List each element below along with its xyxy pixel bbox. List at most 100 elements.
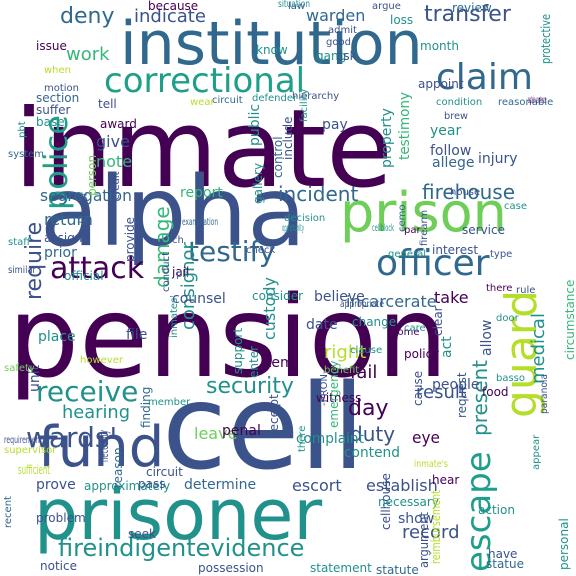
word-security: security [206, 374, 294, 399]
word-opportunity: opportunity [282, 223, 305, 234]
word-month: month [420, 39, 459, 53]
word-reason: reason [111, 447, 125, 488]
word-pron: -PRON- [319, 370, 330, 406]
word-problem: problem [36, 511, 86, 525]
word-credit: credit [111, 171, 122, 200]
word-type: type [490, 249, 513, 260]
word-care: care [404, 323, 426, 334]
word-receive: receive [36, 375, 139, 408]
word-transfer: transfer [424, 2, 511, 27]
word-date: date [306, 317, 338, 333]
word-appear: appear [531, 434, 542, 470]
word-inmate: inmate [14, 87, 393, 212]
word-examination: examination [182, 217, 218, 228]
word-good: good [326, 37, 351, 48]
word-motion: motion [44, 83, 80, 94]
word-prison: prison [340, 181, 507, 244]
word-witness: witness [316, 391, 362, 405]
word-deny: deny [60, 4, 115, 29]
word-day: day [348, 396, 389, 421]
word-clause: clause [350, 345, 383, 356]
word-ask: ask [336, 49, 357, 63]
word-suffer: suffer [36, 103, 71, 117]
word-eye: eye [412, 428, 440, 447]
word-check: check [246, 245, 276, 256]
word-year: year [430, 123, 462, 139]
word-review: review [452, 1, 492, 15]
word-situation: situation [278, 0, 310, 10]
word-require: require [22, 221, 47, 300]
word-work: work [66, 44, 110, 65]
word-statute: statute [376, 563, 419, 576]
word-possession: possession [198, 561, 264, 575]
word-prior: prior [44, 245, 77, 261]
word-receipt: receipt [267, 394, 281, 436]
word-argue: argue [372, 1, 401, 12]
word-door: door [496, 313, 519, 324]
word-basso: basso [496, 373, 526, 384]
word-consignor: consignor [178, 242, 199, 330]
word-record: record [402, 522, 460, 543]
word-prisoner: prisoner [34, 474, 323, 556]
word-file: file [126, 327, 148, 343]
word-decision: decision [284, 213, 326, 224]
word-appoint: appoint [418, 77, 464, 91]
word-request: request [455, 372, 469, 418]
word-enter: enter [247, 345, 261, 378]
word-law: law [288, 1, 306, 12]
word-note: note [96, 152, 133, 171]
word-defender: defender [252, 93, 298, 104]
word-claim: claim [436, 57, 533, 98]
word-correctional: correctional [104, 61, 306, 101]
word-determine: determine [184, 477, 257, 493]
word-wear: wear [190, 97, 215, 108]
word-include: include [281, 116, 295, 160]
word-tell: tell [98, 97, 117, 111]
word-cellblock: cellblock [372, 223, 395, 234]
word-there: there [297, 425, 308, 452]
word-appropriate: appropriate [340, 299, 385, 310]
word-provide: provide [123, 216, 137, 262]
word-believe: believe [314, 289, 365, 305]
word-interest: interest [432, 243, 479, 257]
word-fireindigentevidence: fireindigentevidence [58, 534, 305, 562]
word-policy: policy [404, 347, 440, 361]
word-inmate-s: inmate's [414, 459, 448, 470]
word-circuit: circuit [146, 465, 183, 479]
word-injury: injury [478, 151, 518, 167]
word-prove: prove [36, 477, 76, 493]
word-paranoia: paranoia [539, 374, 550, 414]
word-item: item [262, 355, 294, 371]
word-sufficient: sufficient [18, 463, 51, 477]
word-assign: assign [44, 231, 83, 245]
word-gang: gang [316, 49, 347, 63]
word-recent: recent [3, 496, 14, 528]
word-place: place [38, 329, 76, 345]
word-statue: statue [486, 557, 525, 571]
word-hearing: hearing [62, 402, 130, 423]
word-base: base [36, 115, 65, 129]
word-ch: ch [172, 235, 184, 246]
word-inmates: inmates' [169, 294, 180, 338]
word-pass: pass [138, 477, 166, 491]
word-testimony: testimony [397, 91, 413, 160]
word-food: food [482, 385, 509, 399]
word-case: case [504, 201, 527, 212]
word-behavior: behavior [79, 192, 90, 236]
word-indicate: indicate [134, 6, 206, 27]
word-necessity: necessity [97, 430, 111, 462]
word-people: people [432, 377, 480, 393]
word-supervisor: supervisor [4, 445, 57, 456]
word-hierarchy: hierarchy [292, 91, 340, 102]
word-clear: clear [431, 306, 445, 336]
word-sustain-a-sentence: sustain a sentence [528, 95, 546, 106]
word-alpha: alpha [40, 156, 307, 268]
word-protective: protective [539, 13, 553, 65]
word-reimbursement: reimbursement [429, 490, 443, 564]
word-general: general [388, 249, 427, 260]
word-warden: warden [306, 6, 366, 25]
word-jail: jail [172, 265, 190, 279]
word-incarcerate: incarcerate [346, 292, 437, 311]
word-come: come [392, 327, 420, 338]
